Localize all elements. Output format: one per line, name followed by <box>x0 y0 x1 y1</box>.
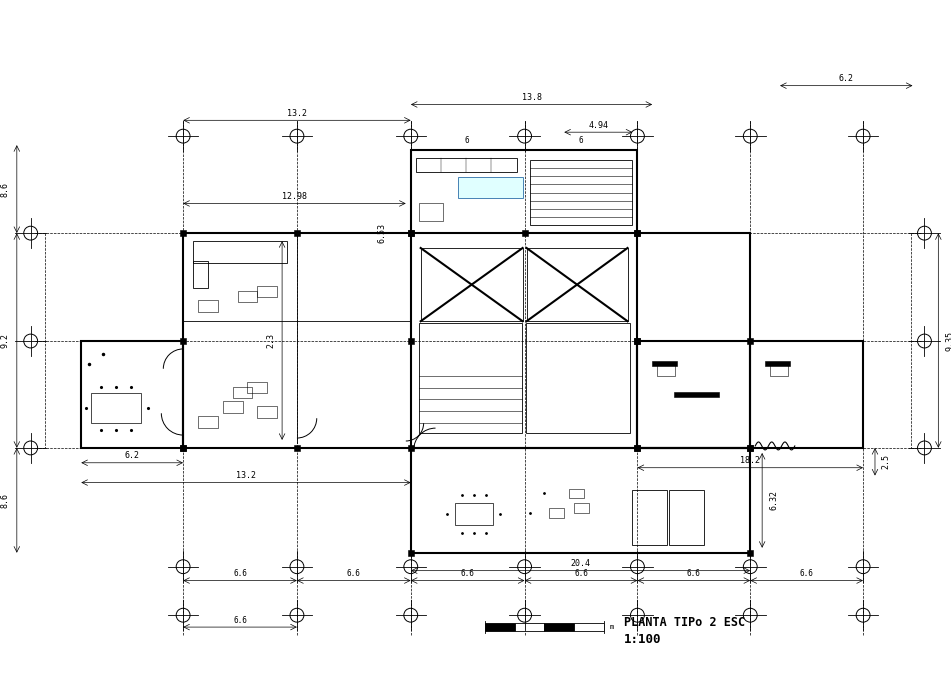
Text: 6.2: 6.2 <box>839 74 854 83</box>
Bar <box>670 491 704 545</box>
Bar <box>238 290 258 303</box>
Bar <box>198 301 218 312</box>
Bar <box>180 445 186 451</box>
Bar <box>416 158 516 172</box>
Bar <box>747 338 753 344</box>
Bar <box>634 445 640 451</box>
Bar <box>634 338 640 344</box>
Text: 9.2: 9.2 <box>1 333 10 348</box>
Bar <box>634 230 640 236</box>
Bar <box>81 341 184 448</box>
Bar <box>569 488 584 498</box>
Text: 13.2: 13.2 <box>236 471 256 480</box>
Bar <box>408 338 414 344</box>
Bar <box>411 150 637 233</box>
Text: 6.6: 6.6 <box>800 569 814 578</box>
Bar <box>193 241 287 263</box>
Bar <box>408 445 414 451</box>
Bar <box>485 623 514 631</box>
Bar <box>180 338 186 344</box>
Bar <box>530 160 632 225</box>
Text: 6.6: 6.6 <box>233 616 247 625</box>
Bar <box>634 230 640 236</box>
Bar <box>258 407 277 418</box>
Text: 12.98: 12.98 <box>281 192 307 201</box>
Bar <box>766 361 790 366</box>
Bar <box>294 230 300 236</box>
Text: 6: 6 <box>465 136 470 144</box>
Bar <box>521 230 528 236</box>
Bar <box>634 445 640 451</box>
Text: 6.6: 6.6 <box>687 569 701 578</box>
Bar <box>408 230 414 236</box>
Bar <box>418 323 521 433</box>
Text: 6.6: 6.6 <box>347 569 360 578</box>
Bar <box>770 364 787 376</box>
Text: 2.5: 2.5 <box>882 454 891 469</box>
Text: 1:100: 1:100 <box>624 634 661 647</box>
Bar <box>411 448 750 553</box>
Text: 20.4: 20.4 <box>571 559 591 568</box>
Bar <box>223 401 243 413</box>
Text: 13.2: 13.2 <box>287 109 307 118</box>
Bar <box>198 416 218 428</box>
Text: 18.2: 18.2 <box>740 456 760 465</box>
Bar <box>634 338 640 344</box>
Text: 8.6: 8.6 <box>1 493 10 508</box>
Bar <box>747 445 753 451</box>
Bar <box>632 491 667 545</box>
Bar <box>258 286 277 297</box>
Text: 6.32: 6.32 <box>769 491 778 510</box>
Text: m: m <box>610 624 613 630</box>
Bar <box>574 623 604 631</box>
Bar <box>180 445 186 451</box>
Bar <box>247 382 267 394</box>
Bar <box>550 508 564 518</box>
Bar <box>408 230 414 236</box>
Bar <box>193 261 208 288</box>
Bar <box>747 445 753 451</box>
Bar <box>514 623 544 631</box>
Text: 6.6: 6.6 <box>574 569 588 578</box>
Bar <box>747 550 753 556</box>
Bar <box>294 445 300 451</box>
Bar <box>526 323 630 433</box>
Bar <box>233 387 252 398</box>
Text: 9.35: 9.35 <box>945 330 951 350</box>
Text: PLANTA TIPo 2 ESC: PLANTA TIPo 2 ESC <box>624 616 745 629</box>
Bar <box>652 361 677 366</box>
Text: 6.53: 6.53 <box>377 223 386 243</box>
Bar <box>418 204 443 222</box>
Bar <box>420 248 523 321</box>
Text: 6.6: 6.6 <box>460 569 475 578</box>
Bar <box>91 394 141 423</box>
Bar <box>674 391 719 398</box>
Bar <box>637 341 864 448</box>
Text: 6: 6 <box>579 136 583 144</box>
Text: 6.2: 6.2 <box>125 451 140 460</box>
Bar <box>456 504 493 525</box>
Text: 6.6: 6.6 <box>233 569 247 578</box>
Bar <box>657 364 675 376</box>
Text: 8.6: 8.6 <box>1 182 10 197</box>
Bar <box>574 504 589 513</box>
Bar <box>527 248 628 321</box>
Bar <box>458 177 523 199</box>
Bar <box>544 623 574 631</box>
Bar <box>408 550 414 556</box>
Bar <box>180 230 186 236</box>
Text: 13.8: 13.8 <box>521 93 541 102</box>
Text: 2.3: 2.3 <box>266 333 275 348</box>
Text: 4.94: 4.94 <box>589 121 609 130</box>
